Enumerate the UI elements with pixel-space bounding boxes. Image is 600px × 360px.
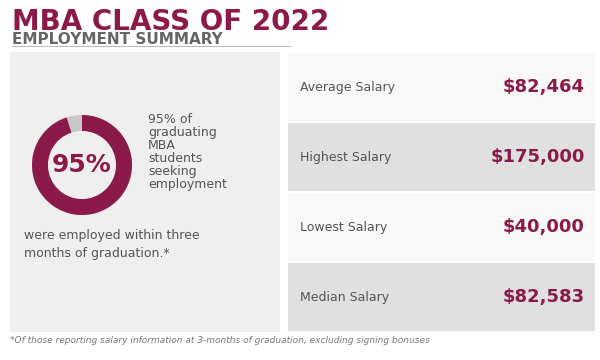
Text: graduating: graduating: [148, 126, 217, 139]
Text: $175,000: $175,000: [491, 148, 585, 166]
Text: students: students: [148, 152, 202, 165]
FancyBboxPatch shape: [288, 53, 595, 121]
Text: seeking: seeking: [148, 165, 197, 178]
Text: Average Salary: Average Salary: [300, 81, 395, 94]
FancyBboxPatch shape: [288, 263, 595, 331]
Wedge shape: [32, 115, 132, 215]
Text: Lowest Salary: Lowest Salary: [300, 220, 387, 234]
Text: *Of those reporting salary information at 3-months of graduation, excluding sign: *Of those reporting salary information a…: [10, 336, 430, 345]
Wedge shape: [32, 115, 132, 215]
FancyBboxPatch shape: [10, 52, 280, 332]
Circle shape: [49, 132, 115, 198]
FancyBboxPatch shape: [288, 123, 595, 191]
Text: $82,583: $82,583: [503, 288, 585, 306]
Text: Highest Salary: Highest Salary: [300, 150, 391, 163]
Text: employment: employment: [148, 178, 227, 191]
Text: Median Salary: Median Salary: [300, 291, 389, 303]
Text: 95% of: 95% of: [148, 113, 192, 126]
Text: MBA CLASS OF 2022: MBA CLASS OF 2022: [12, 8, 329, 36]
Text: $40,000: $40,000: [503, 218, 585, 236]
Text: were employed within three
months of graduation.*: were employed within three months of gra…: [24, 229, 200, 260]
Text: MBA: MBA: [148, 139, 176, 152]
Text: 95%: 95%: [52, 153, 112, 177]
Text: $82,464: $82,464: [503, 78, 585, 96]
Text: EMPLOYMENT SUMMARY: EMPLOYMENT SUMMARY: [12, 32, 223, 47]
FancyBboxPatch shape: [288, 193, 595, 261]
